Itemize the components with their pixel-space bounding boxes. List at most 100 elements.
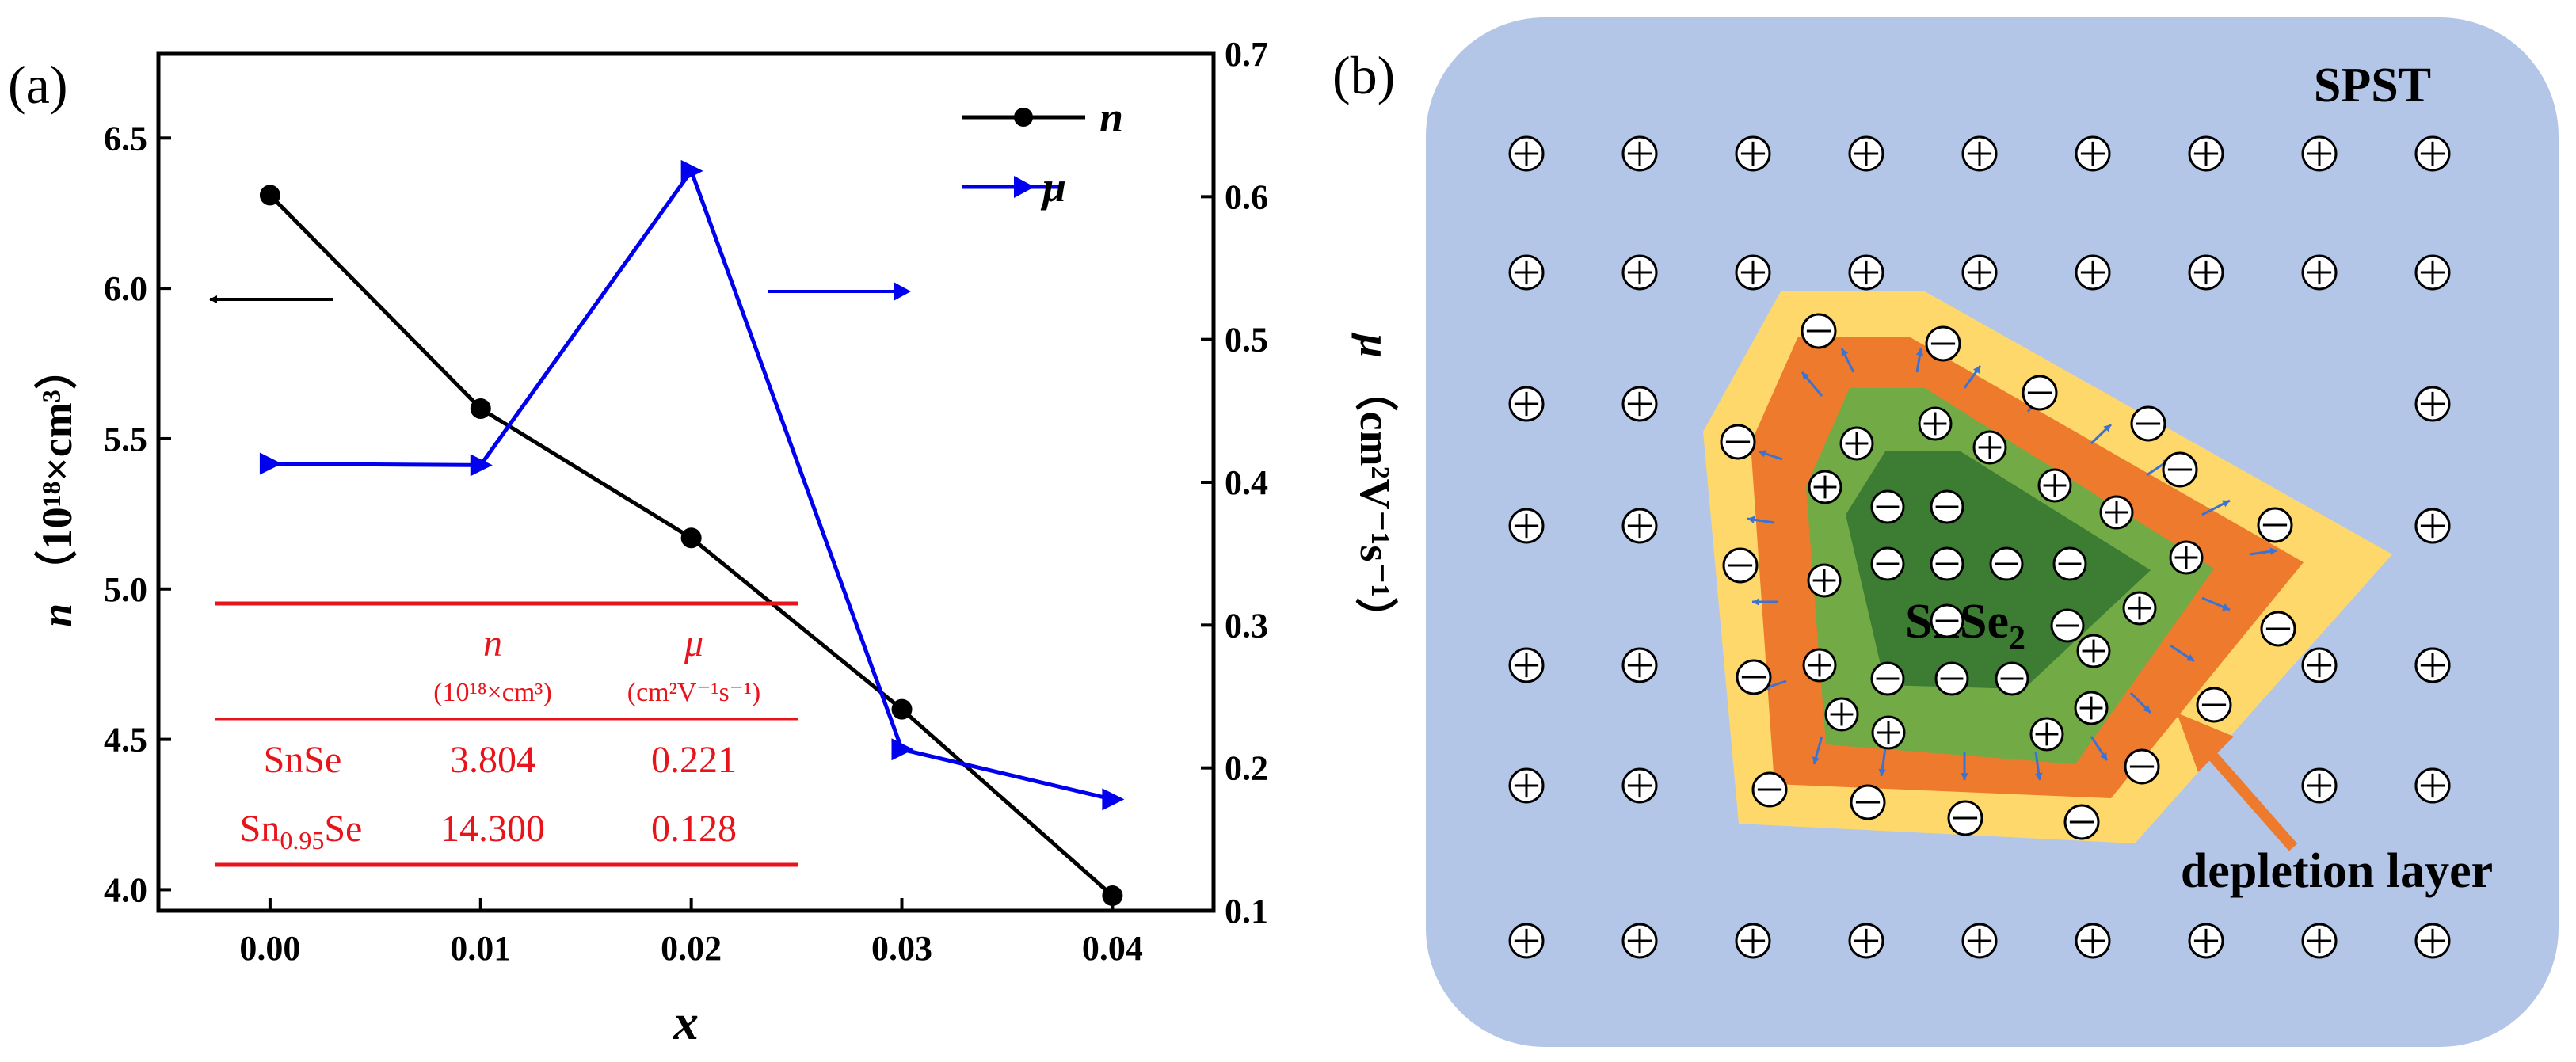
negative-charge-icon xyxy=(2052,546,2087,581)
positive-charge-icon xyxy=(1508,135,1545,172)
positive-charge-icon xyxy=(2414,647,2451,683)
negative-charge-icon xyxy=(2063,804,2100,840)
positive-charge-icon xyxy=(1508,767,1545,804)
negative-charge-icon xyxy=(2130,405,2166,442)
y-left-tick-label: 6.5 xyxy=(104,119,147,158)
table-row-2-sample-main: Sn xyxy=(240,808,280,850)
y-right-tick-label: 0.6 xyxy=(1225,177,1268,216)
depletion-pointer-shaft xyxy=(2201,744,2298,851)
positive-charge-icon xyxy=(1508,923,1545,959)
negative-charge-icon xyxy=(1751,771,1788,808)
panel-a-chart: (a) 0.00 0.01 0.02 0.03 0.04 4.0 4.5 5.0 5.5 6.0… xyxy=(8,35,1399,1050)
positive-charge-icon xyxy=(1621,254,1658,291)
svg-text:μ （cm²V⁻¹s⁻¹）: μ （cm²V⁻¹s⁻¹） xyxy=(1351,332,1399,640)
positive-charge-icon xyxy=(2301,135,2338,172)
positive-charge-icon xyxy=(1735,135,1771,172)
field-arrow-head xyxy=(1878,768,1886,776)
field-arrow-head xyxy=(2143,705,2151,713)
positive-charge-icon xyxy=(1824,697,1859,732)
table-row-2-sample: Sn0.95Se xyxy=(240,808,363,855)
field-arrow-head xyxy=(1759,450,1766,458)
positive-charge-icon xyxy=(2075,923,2111,959)
positive-charge-icon xyxy=(2414,386,2451,422)
positive-charge-icon xyxy=(2188,135,2224,172)
legend-mu-label: μ xyxy=(1040,163,1066,211)
y-right-tick-label: 0.1 xyxy=(1225,892,1268,931)
positive-charge-icon xyxy=(2414,254,2451,291)
field-arrow-head xyxy=(2222,500,2230,508)
legend-n-label: n xyxy=(1099,93,1123,141)
data-point-n xyxy=(1102,885,1123,907)
positive-charge-icon xyxy=(1508,254,1545,291)
particle-label-sub: 2 xyxy=(2009,620,2025,657)
field-arrow-head xyxy=(2035,772,2043,780)
positive-charge-icon xyxy=(2074,691,2109,725)
negative-charge-icon xyxy=(1930,489,1964,524)
field-arrow-head xyxy=(1812,756,1820,764)
negative-charge-icon xyxy=(1930,603,1964,638)
positive-charge-icon xyxy=(1871,715,1906,750)
negative-charge-icon xyxy=(1870,546,1905,581)
table-row-1-n: 3.804 xyxy=(450,739,535,781)
positive-charge-icon xyxy=(1621,508,1658,544)
negative-charge-icon xyxy=(1850,784,1886,820)
data-point-n xyxy=(891,698,913,720)
positive-charge-icon xyxy=(1621,767,1658,804)
y-left-tick-label: 5.5 xyxy=(104,420,147,459)
data-point-n xyxy=(680,527,702,549)
positive-charge-icon xyxy=(1802,648,1837,683)
positive-charge-icon xyxy=(1735,923,1771,959)
positive-charge-icon xyxy=(1972,430,2007,465)
x-tick-label: 0.04 xyxy=(1082,929,1143,968)
positive-charge-icon xyxy=(1508,508,1545,544)
x-axis-title: x xyxy=(673,994,699,1050)
positive-charge-icon xyxy=(1848,135,1884,172)
y-left-axis-title: n （10¹⁸×cm³） xyxy=(33,347,81,627)
table-header-mu-unit: (cm²V⁻¹s⁻¹) xyxy=(627,678,760,707)
particle-label: SnSe2 xyxy=(1905,595,2025,657)
depletion-layer-label: depletion layer xyxy=(2181,844,2493,898)
table-row-2-sample-tail: Se xyxy=(324,808,362,850)
positive-charge-icon xyxy=(1961,135,1998,172)
table-row-2-sample-sub: 0.95 xyxy=(280,826,324,855)
legend: n μ xyxy=(962,93,1123,211)
negative-charge-icon xyxy=(1720,424,1756,460)
negative-charge-icon xyxy=(1995,661,2029,696)
panel-a-label: (a) xyxy=(8,55,67,115)
negative-charge-icon xyxy=(1722,547,1759,584)
negative-charge-icon xyxy=(1989,546,2024,581)
y-left-title-symbol: n xyxy=(33,603,81,627)
negative-charge-icon xyxy=(1870,661,1905,696)
positive-charge-icon xyxy=(2075,254,2111,291)
field-arrow-head xyxy=(1841,348,1849,356)
field-arrow-head xyxy=(1802,372,1810,380)
x-tick-label: 0.03 xyxy=(871,929,932,968)
positive-charge-icon xyxy=(2188,923,2224,959)
positive-charge-icon xyxy=(2188,254,2224,291)
positive-charge-icon xyxy=(2075,135,2111,172)
negative-charge-icon xyxy=(1801,313,1837,349)
positive-charge-icon xyxy=(1918,406,1953,441)
legend-n-marker xyxy=(1014,108,1033,127)
y-right-tick-label: 0.5 xyxy=(1225,321,1268,360)
legend-mu-marker xyxy=(1014,176,1035,198)
data-point-mu xyxy=(1102,788,1125,811)
data-point-mu xyxy=(470,454,493,477)
positive-charge-icon xyxy=(1848,923,1884,959)
y-left-tick-label: 6.0 xyxy=(104,269,147,308)
negative-charge-icon xyxy=(1934,661,1969,696)
data-point-mu xyxy=(680,159,703,182)
table-row-1-mu: 0.221 xyxy=(651,739,737,781)
charge-layer xyxy=(1508,135,2451,959)
positive-charge-icon xyxy=(2414,508,2451,544)
positive-charge-icon xyxy=(2301,254,2338,291)
field-arrow-head xyxy=(1915,348,1924,356)
svg-text:n （10¹⁸×cm³）: n （10¹⁸×cm³） xyxy=(33,347,81,627)
positive-charge-icon xyxy=(2301,767,2338,804)
depletion-pointer-head xyxy=(2177,713,2234,772)
positive-charge-icon xyxy=(1807,563,1842,598)
negative-charge-icon xyxy=(1930,546,1964,581)
positive-charge-icon xyxy=(1621,923,1658,959)
positive-charge-icon xyxy=(1961,923,1998,959)
positive-charge-icon xyxy=(2122,591,2157,626)
